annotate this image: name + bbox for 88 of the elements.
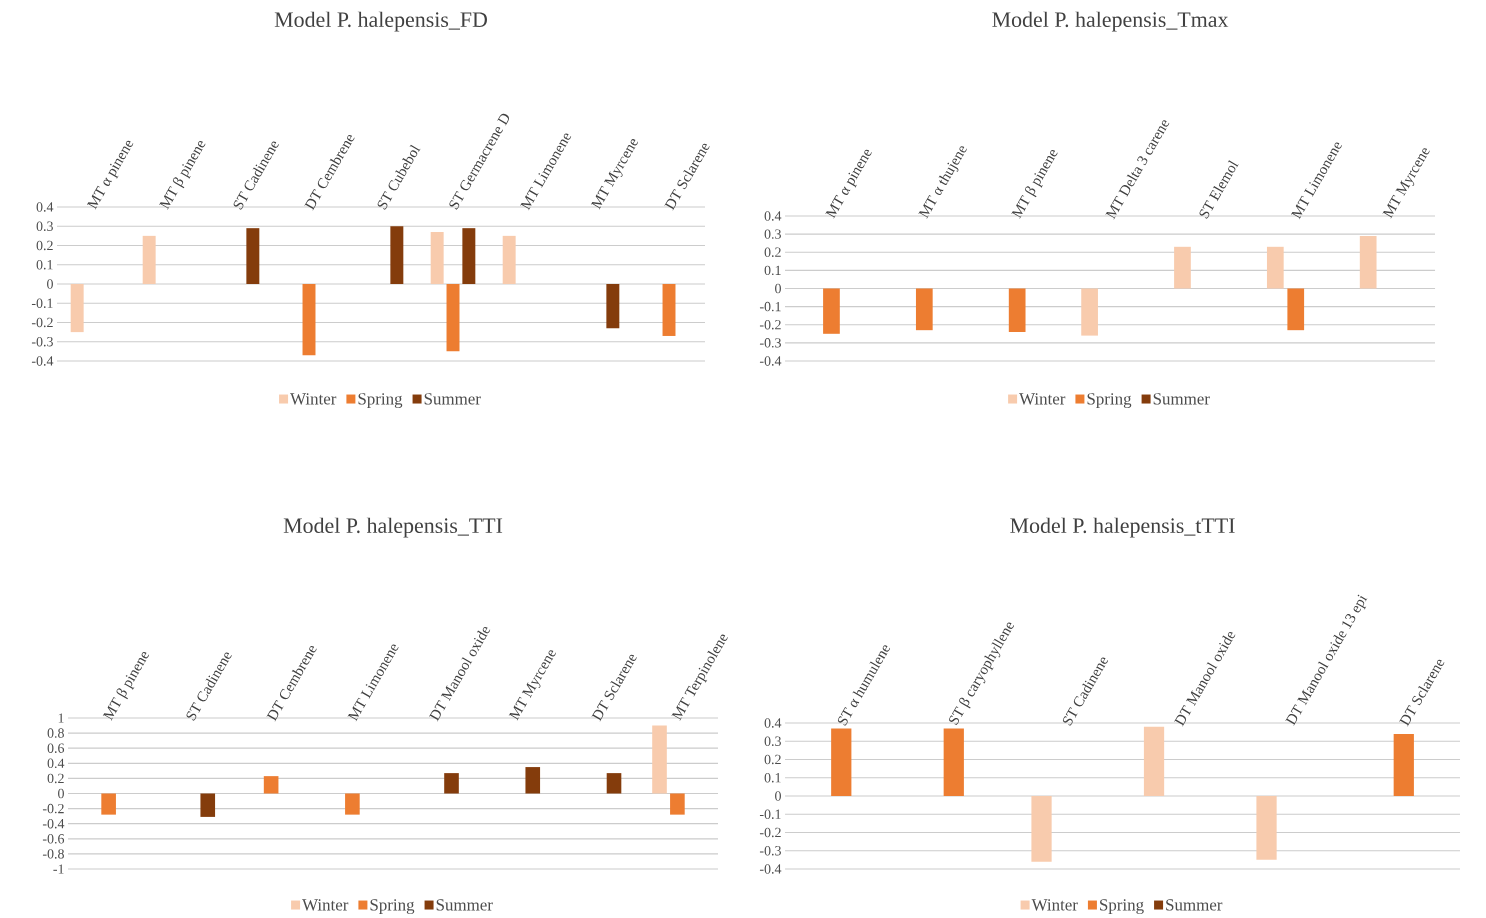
y-tick-label: 0.4 [764, 718, 782, 728]
bar [1143, 726, 1165, 796]
bar [662, 283, 676, 336]
y-tick-label: 0.4 [764, 211, 782, 221]
y-tick-label: -0.1 [759, 301, 781, 312]
bar [462, 228, 476, 284]
legend-label: Summer [436, 899, 493, 911]
y-tick-label: 0 [47, 279, 53, 289]
bar [525, 767, 541, 794]
y-tick-label: 0.3 [36, 221, 53, 231]
y-tick-label: 0.2 [764, 754, 781, 765]
bar [246, 228, 260, 284]
bar [915, 288, 933, 331]
legend-label: Winter [1019, 393, 1066, 405]
y-tick-label: -0.3 [759, 846, 781, 856]
y-tick-label: 0 [58, 788, 64, 799]
bar [823, 288, 840, 334]
bar [101, 793, 116, 815]
y-tick-label: -0.2 [759, 827, 781, 838]
y-tick-label: 0.2 [764, 247, 781, 257]
y-tick-label: -0.4 [759, 864, 782, 874]
chart-title: Model P. halepensis_Tmax [992, 11, 1229, 32]
bar [1174, 246, 1191, 289]
bar [345, 793, 360, 815]
bar [430, 232, 444, 284]
bar [70, 283, 84, 333]
bar [652, 725, 667, 794]
bar [444, 773, 459, 794]
y-tick-label: 0 [775, 283, 781, 294]
y-tick-label: -0.1 [31, 298, 53, 308]
y-tick-label: 0.4 [36, 202, 54, 212]
y-tick-label: 0.1 [36, 260, 53, 270]
legend-label: Summer [424, 393, 481, 405]
bar [606, 773, 622, 794]
bar [1266, 246, 1284, 289]
y-tick-label: -0.6 [42, 834, 65, 844]
y-tick-label: -0.4 [42, 818, 65, 829]
y-tick-label: -0.1 [759, 809, 781, 819]
y-tick-label: -1 [53, 864, 64, 874]
y-tick-label: 0.3 [764, 229, 781, 239]
y-tick-label: 0 [775, 791, 781, 801]
chart-title: Model P. halepensis_TTI [283, 517, 503, 538]
y-tick-label: -0.3 [759, 338, 781, 348]
bar [1081, 288, 1098, 336]
legend-label: Spring [358, 393, 403, 409]
y-tick-label: 0.4 [47, 758, 65, 769]
bar [1393, 733, 1414, 796]
bar [390, 226, 404, 284]
y-tick-label: 0.8 [47, 728, 64, 738]
bar [446, 283, 460, 352]
legend-label: Winter [1031, 899, 1078, 911]
bar [1256, 796, 1277, 860]
bar [606, 283, 620, 329]
y-tick-label: 0.1 [764, 265, 781, 276]
y-tick-label: -0.2 [31, 317, 53, 328]
bar [831, 728, 852, 796]
legend-label: Winter [302, 899, 349, 911]
bar [302, 283, 316, 356]
y-tick-label: 0.2 [36, 240, 53, 251]
y-tick-label: 0.3 [764, 736, 781, 746]
y-tick-label: -0.3 [31, 337, 53, 347]
y-tick-label: -0.8 [42, 849, 64, 859]
legend-label: Winter [290, 393, 337, 405]
y-tick-label: 1 [58, 713, 64, 723]
y-tick-label: 0.2 [47, 773, 64, 784]
chart-title: Model P. halepensis_FD [274, 11, 487, 32]
bar [1359, 235, 1377, 289]
bar [263, 776, 279, 794]
y-tick-label: -0.4 [759, 356, 782, 366]
bar [943, 728, 964, 796]
bar [142, 235, 156, 284]
bar [502, 235, 516, 284]
legend-label: Summer [1153, 393, 1210, 405]
bar [1031, 796, 1052, 862]
y-tick-label: 0.6 [47, 743, 65, 753]
bar [670, 793, 685, 815]
y-tick-label: 0.1 [764, 773, 781, 783]
y-tick-label: -0.2 [759, 320, 781, 330]
y-tick-label: -0.4 [31, 356, 54, 366]
legend-label: Summer [1166, 899, 1223, 911]
legend-label: Spring [370, 899, 415, 915]
bar [1008, 288, 1026, 332]
chart-title: Model P. halepensis_tTTI [1010, 517, 1235, 538]
y-tick-label: -0.2 [42, 803, 64, 814]
legend-label: Spring [1087, 393, 1132, 409]
legend-label: Spring [1100, 899, 1144, 915]
bar [200, 793, 216, 817]
bar [1287, 288, 1305, 331]
